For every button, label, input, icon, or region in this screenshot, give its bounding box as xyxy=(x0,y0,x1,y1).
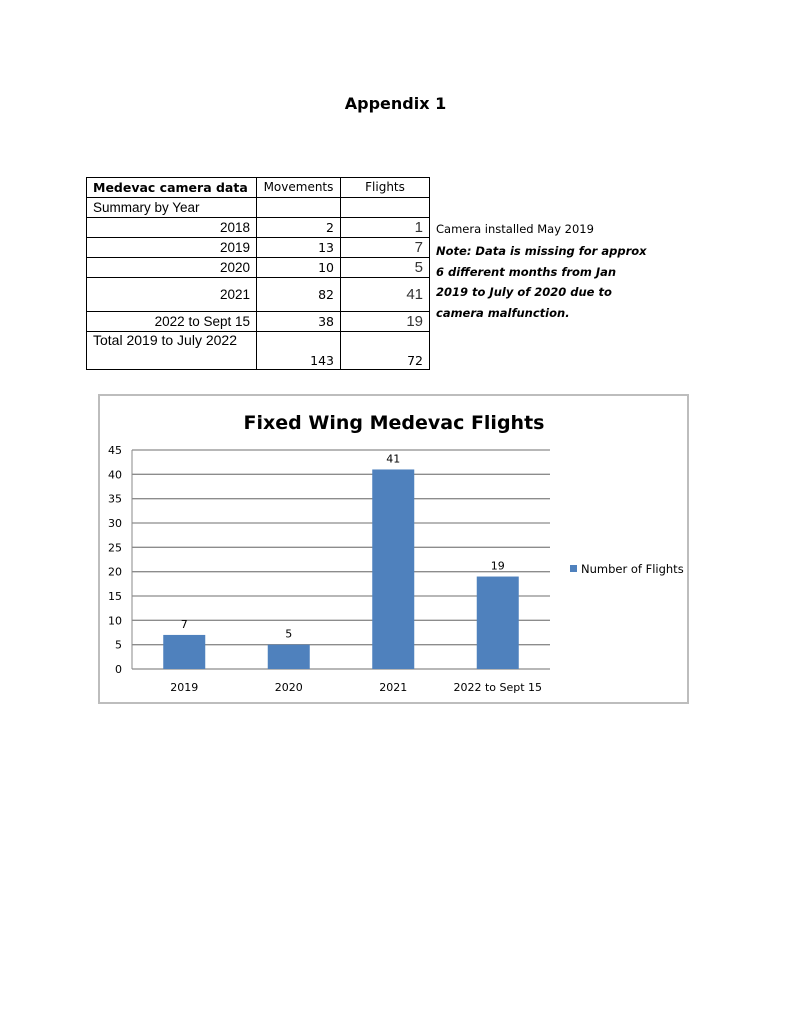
y-tick-label: 15 xyxy=(108,590,122,603)
x-tick-label: 2020 xyxy=(275,681,303,694)
table-row: 2018 2 1 xyxy=(86,217,430,238)
page-title: Appendix 1 xyxy=(344,94,447,113)
row-label: 2018 xyxy=(86,217,257,238)
y-tick-label: 30 xyxy=(108,517,122,530)
total-row: Total 2019 to July 2022 143 72 xyxy=(86,331,430,370)
flights-cell: 1 xyxy=(340,217,430,238)
row-label: 2020 xyxy=(86,257,257,278)
flights-cell: 41 xyxy=(340,277,430,312)
legend-swatch xyxy=(570,565,577,572)
movements-cell: 13 xyxy=(256,237,341,258)
missing-data-note: Note: Data is missing for approx 6 diffe… xyxy=(436,244,647,320)
movements-cell: 82 xyxy=(256,277,341,312)
flights-chart: Fixed Wing Medevac Flights 0 5 10 15 20 25 30 3… xyxy=(98,394,689,704)
bar xyxy=(267,644,310,669)
row-label: 2021 xyxy=(86,277,257,312)
y-tick-label: 25 xyxy=(108,541,122,554)
row-label: 2019 xyxy=(86,237,257,258)
flights-cell: 19 xyxy=(340,311,430,332)
header-cell: Flights xyxy=(340,177,430,198)
camera-installed-text: Camera installed May 2019 xyxy=(436,222,594,236)
x-tick-label: 2021 xyxy=(379,681,407,694)
y-tick-label: 0 xyxy=(115,663,122,676)
medevac-data-table: Medevac camera data Movements Flights Su… xyxy=(86,177,430,370)
table-row: 2019 13 7 xyxy=(86,237,430,258)
y-tick-label: 35 xyxy=(108,493,122,506)
movements-cell: 10 xyxy=(256,257,341,278)
legend-label: Number of Flights xyxy=(581,562,684,576)
header-cell: Medevac camera data xyxy=(86,177,257,198)
section-label: Summary by Year xyxy=(86,197,257,218)
table-row: 2021 82 41 xyxy=(86,277,430,312)
y-tick-label: 40 xyxy=(108,468,122,481)
y-tick-label: 5 xyxy=(115,639,122,652)
total-flights: 72 xyxy=(340,331,430,370)
table-row: 2020 10 5 xyxy=(86,257,430,278)
y-tick-label: 45 xyxy=(108,444,122,457)
x-tick-label: 2022 to Sept 15 xyxy=(453,681,542,694)
table-row: 2022 to Sept 15 38 19 xyxy=(86,311,430,332)
row-label: 2022 to Sept 15 xyxy=(86,311,257,332)
movements-cell: 38 xyxy=(256,311,341,332)
total-label: Total 2019 to July 2022 xyxy=(86,331,257,370)
table-row: Summary by Year xyxy=(86,197,430,218)
bar xyxy=(476,576,519,669)
movements-cell: 2 xyxy=(256,217,341,238)
x-tick-label: 2019 xyxy=(170,681,198,694)
bar xyxy=(163,634,206,669)
data-label: 7 xyxy=(181,618,188,631)
data-label: 41 xyxy=(386,452,400,465)
chart-title: Fixed Wing Medevac Flights xyxy=(244,412,545,434)
flights-cell: 7 xyxy=(340,237,430,258)
chart-svg: Fixed Wing Medevac Flights 0 5 10 15 20 25 30 3… xyxy=(108,412,684,694)
data-label: 5 xyxy=(285,628,292,641)
bar xyxy=(372,469,415,669)
table-header-row: Medevac camera data Movements Flights xyxy=(86,177,430,198)
data-label: 19 xyxy=(491,560,505,573)
total-movements: 143 xyxy=(256,331,341,370)
header-cell: Movements xyxy=(256,177,341,198)
y-tick-label: 20 xyxy=(108,566,122,579)
flights-cell: 5 xyxy=(340,257,430,278)
y-tick-label: 10 xyxy=(108,614,122,627)
